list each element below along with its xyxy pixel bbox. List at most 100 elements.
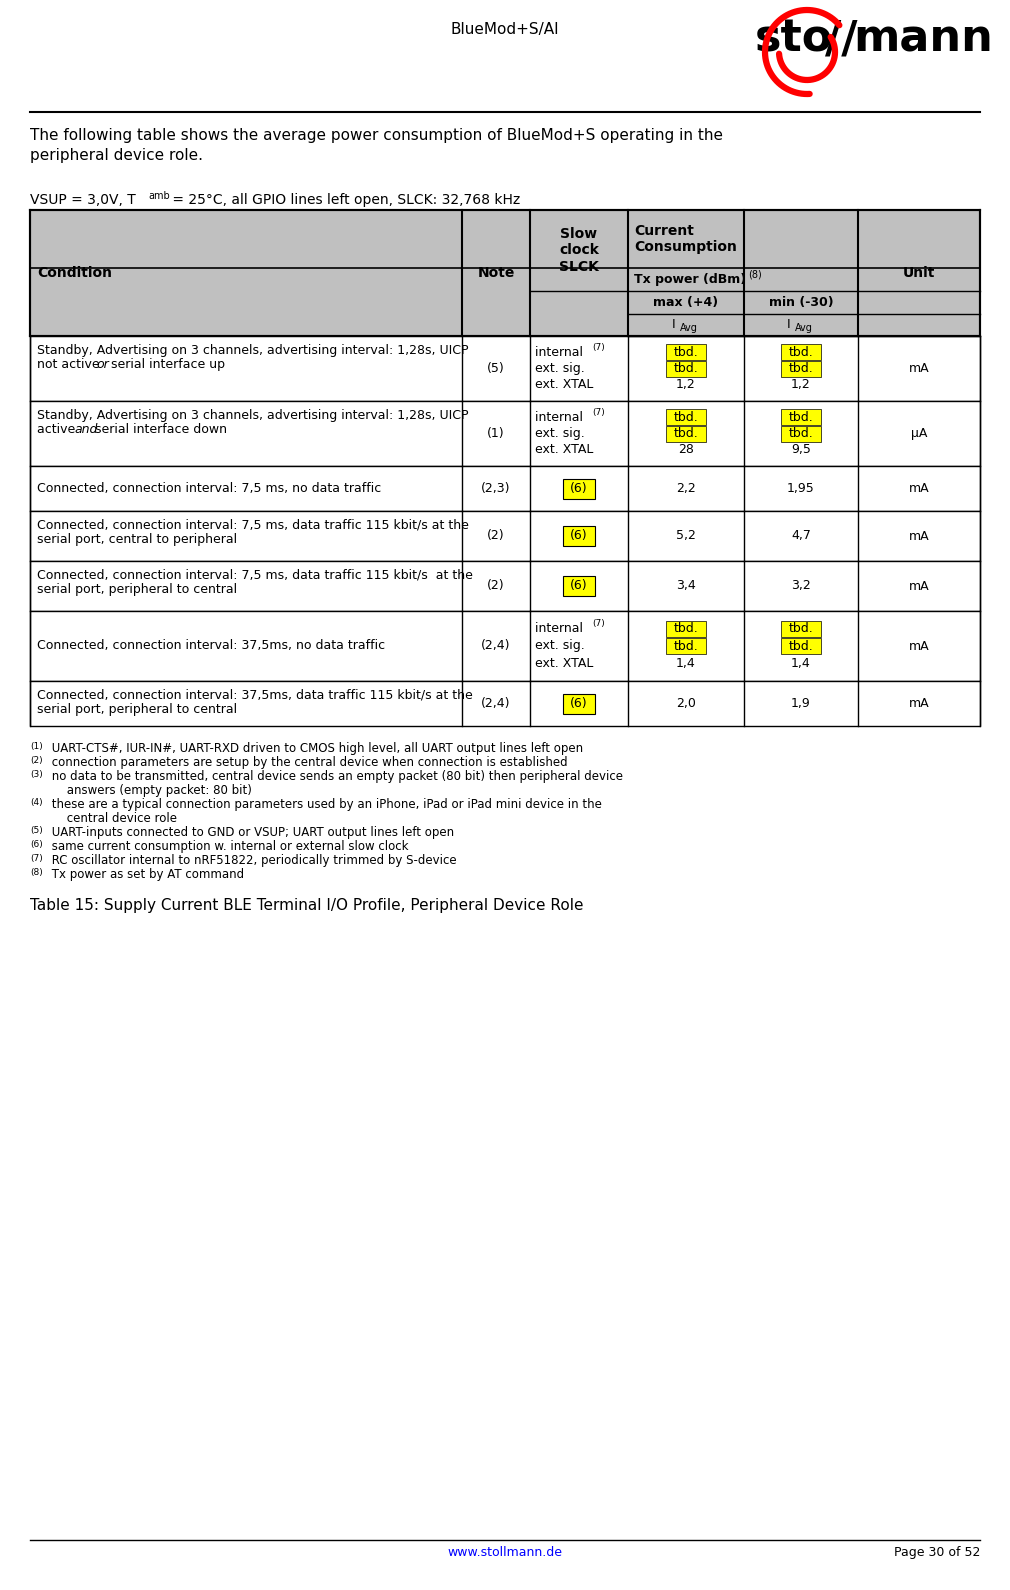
Text: or: or [97,358,109,370]
Text: Avg: Avg [680,323,698,332]
Text: and: and [75,423,98,436]
Bar [30,510,980,561]
Text: (5): (5) [30,825,42,835]
Text: ext. XTAL: ext. XTAL [535,378,594,391]
Text: (2,4): (2,4) [481,639,511,652]
Text: (5): (5) [487,363,505,375]
Text: tbd.: tbd. [674,363,698,375]
Text: Tx power (dBm): Tx power (dBm) [634,273,750,286]
Bar [30,466,980,510]
Text: UART-CTS#, IUR-IN#, UART-RXD driven to CMOS high level, all UART output lines le: UART-CTS#, IUR-IN#, UART-RXD driven to C… [48,743,583,755]
Text: (7): (7) [592,619,605,628]
Text: tbd.: tbd. [674,639,698,652]
Text: Connected, connection interval: 7,5 ms, no data traffic: Connected, connection interval: 7,5 ms, … [37,482,381,494]
Text: tbd.: tbd. [674,345,698,359]
Text: (8): (8) [30,868,42,878]
Text: 1,95: 1,95 [787,482,815,494]
Text: (6): (6) [571,579,588,593]
Text: internal: internal [535,410,587,425]
Bar [30,611,980,681]
Text: sto: sto [755,17,833,60]
Text: ext. sig.: ext. sig. [535,363,585,375]
Text: Current
Consumption: Current Consumption [634,224,737,254]
Text: www.stollmann.de: www.stollmann.de [447,1545,563,1560]
Bar [30,401,980,466]
Text: (2): (2) [487,529,505,542]
Bar [666,361,706,377]
Text: (8): (8) [748,269,762,280]
Bar [30,335,980,401]
Text: 1,4: 1,4 [676,657,696,669]
Text: (2): (2) [487,579,505,593]
Text: connection parameters are setup by the central device when connection is establi: connection parameters are setup by the c… [48,755,568,770]
Text: same current consumption w. internal or external slow clock: same current consumption w. internal or … [48,840,408,852]
Bar [666,638,706,653]
Text: active: active [37,423,79,436]
Text: mA: mA [909,482,929,494]
Text: (6): (6) [571,529,588,542]
Text: answers (empty packet: 80 bit): answers (empty packet: 80 bit) [48,784,251,797]
Text: I: I [787,318,791,331]
Text: amb: amb [148,191,170,200]
Text: mA: mA [909,639,929,652]
Text: no data to be transmitted, central device sends an empty packet (80 bit) then pe: no data to be transmitted, central devic… [48,770,623,782]
Text: tbd.: tbd. [789,428,813,440]
Text: mann: mann [853,17,993,60]
Text: peripheral device role.: peripheral device role. [30,148,203,164]
Text: serial interface down: serial interface down [91,423,227,436]
Text: central device role: central device role [48,812,177,825]
Text: (2,3): (2,3) [481,482,511,494]
Text: 1,9: 1,9 [791,696,811,711]
Bar [781,345,821,361]
Text: Standby, Advertising on 3 channels, advertising interval: 1,28s, UICP: Standby, Advertising on 3 channels, adve… [37,409,469,421]
Text: 5,2: 5,2 [676,529,696,542]
Text: serial port, central to peripheral: serial port, central to peripheral [37,533,237,545]
Text: UART-inputs connected to GND or VSUP; UART output lines left open: UART-inputs connected to GND or VSUP; UA… [48,825,455,840]
Text: (6): (6) [30,840,42,849]
Text: VSUP = 3,0V, T: VSUP = 3,0V, T [30,192,135,207]
Text: serial port, peripheral to central: serial port, peripheral to central [37,703,237,716]
Bar [781,638,821,653]
Bar [30,681,980,727]
Bar [781,620,821,636]
Text: mA: mA [909,363,929,375]
Bar [781,361,821,377]
Text: min (-30): min (-30) [769,296,833,308]
Bar [666,620,706,636]
Text: max (+4): max (+4) [653,296,718,308]
Bar [563,693,595,714]
Text: Note: Note [478,266,515,280]
Text: 3,4: 3,4 [676,579,696,593]
Text: tbd.: tbd. [789,410,813,425]
Text: 9,5: 9,5 [791,444,811,456]
Text: Connected, connection interval: 7,5 ms, data traffic 115 kbit/s at the: Connected, connection interval: 7,5 ms, … [37,518,469,533]
Text: 1,2: 1,2 [791,378,811,391]
Text: Condition: Condition [37,266,112,280]
Text: Slow
clock
SLCK: Slow clock SLCK [560,227,599,273]
Text: Avg: Avg [795,323,813,332]
Text: mA: mA [909,529,929,542]
Text: (2): (2) [30,755,42,765]
Text: serial interface up: serial interface up [107,358,225,370]
Text: µA: µA [911,428,927,440]
Text: (1): (1) [30,743,42,750]
Text: tbd.: tbd. [789,363,813,375]
Text: (6): (6) [571,696,588,711]
Text: tbd.: tbd. [674,410,698,425]
Text: Tx power as set by AT command: Tx power as set by AT command [48,868,244,881]
Text: Table 15: Supply Current BLE Terminal I/O Profile, Peripheral Device Role: Table 15: Supply Current BLE Terminal I/… [30,898,584,913]
Bar [781,426,821,442]
Text: serial port, peripheral to central: serial port, peripheral to central [37,584,237,596]
Text: 3,2: 3,2 [791,579,811,593]
Text: Standby, Advertising on 3 channels, advertising interval: 1,28s, UICP: Standby, Advertising on 3 channels, adve… [37,343,469,358]
Text: tbd.: tbd. [674,622,698,634]
Text: (6): (6) [571,482,588,494]
Text: internal: internal [535,345,587,359]
Text: ext. sig.: ext. sig. [535,428,585,440]
Text: Unit: Unit [903,266,935,280]
Text: = 25°C, all GPIO lines left open, SLCK: 32,768 kHz: = 25°C, all GPIO lines left open, SLCK: … [168,192,520,207]
Bar [30,210,980,335]
Text: internal: internal [535,622,587,634]
Text: (7): (7) [592,343,605,351]
Text: 28: 28 [678,444,694,456]
